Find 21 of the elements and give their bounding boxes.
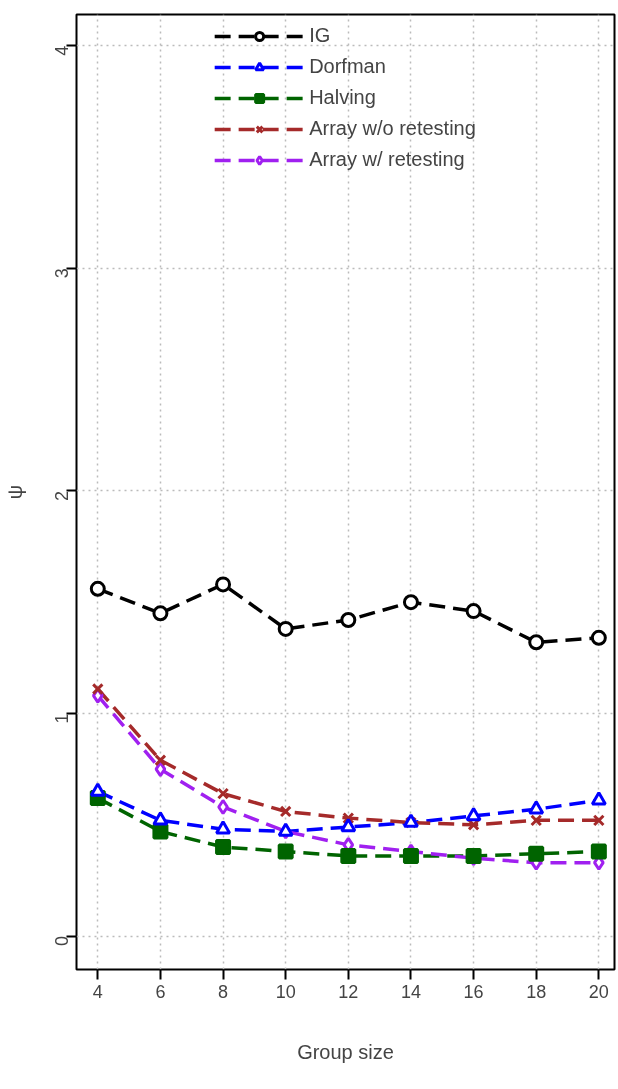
y-tick-label: 4 [52,45,72,56]
x-tick-label: 4 [92,981,103,1002]
x-tick-label: 8 [218,981,229,1002]
legend-label: Array w/o retesting [309,117,476,140]
y-axis-title: ψ [3,484,26,500]
y-tick-label: 2 [52,490,72,501]
legend-label: Halving [309,86,376,109]
x-tick-label: 10 [275,981,296,1002]
x-axis-title: Group size [297,1040,394,1063]
legend-label: IG [309,24,331,47]
y-tick-label: 3 [52,268,72,279]
x-tick-label: 6 [155,981,166,1002]
x-tick-label: 20 [588,981,609,1002]
legend-label: Array w/ retesting [309,148,465,171]
x-tick-label: 12 [338,981,359,1002]
y-tick-label: 1 [52,713,72,724]
x-tick-label: 18 [526,981,547,1002]
y-tick-label: 0 [52,936,72,947]
x-tick-label: 14 [400,981,421,1002]
x-tick-label: 16 [463,981,484,1002]
legend-label: Dorfman [309,55,386,78]
